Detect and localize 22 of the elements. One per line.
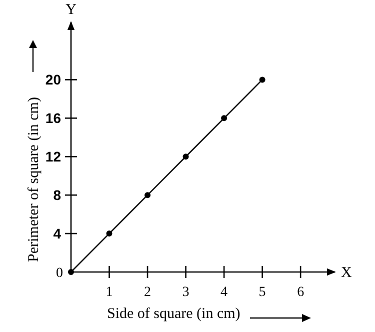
point [68, 269, 74, 275]
y-tick-label: 4 [53, 226, 62, 242]
y-tick-label: 16 [45, 110, 62, 126]
point [259, 76, 266, 83]
point [144, 192, 151, 198]
x-tick-label: 6 [297, 285, 304, 300]
text: X [341, 265, 352, 281]
point [182, 154, 189, 160]
y-tick-label: 8 [53, 187, 62, 204]
x-tick-label: 1 [106, 285, 113, 300]
x-tick-label: 4 [220, 285, 228, 300]
x-tick-label: 2 [144, 285, 152, 300]
point [106, 230, 112, 237]
x-tick-label: 3 [182, 285, 190, 300]
text: Y [66, 2, 77, 18]
x-tick-label: 5 [258, 285, 266, 300]
y-tick-label: 0 [56, 266, 63, 281]
y-tick-label: 12 [45, 148, 62, 165]
point [221, 115, 228, 122]
y-axis-title: Perimeter of square (in cm) [26, 97, 42, 262]
x-axis-title: Side of square (in cm) [107, 306, 240, 322]
y-tick-label: 20 [45, 72, 62, 88]
